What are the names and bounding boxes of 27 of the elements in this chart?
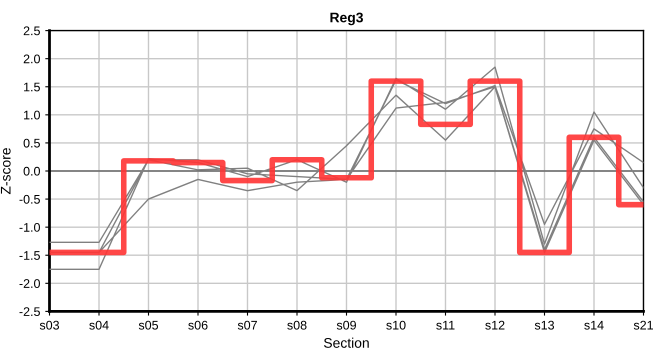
x-tick-label: s06 [188, 320, 208, 330]
y-tick-label: -1.5 [19, 251, 40, 260]
x-tick-label: s14 [584, 320, 604, 330]
y-tick-label: -2.0 [19, 279, 40, 288]
y-tick-label: -2.5 [19, 307, 40, 316]
y-tick-label: 0.0 [24, 166, 40, 176]
y-axis-title: Z-score [0, 148, 11, 194]
x-tick-label: s12 [485, 320, 504, 330]
y-tick-label: -0.5 [19, 194, 40, 204]
x-tick-label: s07 [238, 320, 257, 330]
x-tick-label: s09 [336, 320, 356, 330]
chart-title: Reg3 [330, 12, 363, 26]
y-tick-label: 2.0 [24, 54, 40, 64]
y-tick-label: 0.5 [24, 138, 40, 148]
x-tick-label: s03 [40, 320, 60, 330]
y-tick-label: 1.0 [24, 110, 40, 120]
y-tick-label: 2.5 [24, 26, 40, 36]
y-tick-label: -1.0 [19, 222, 40, 232]
x-tick-label: s21 [634, 320, 653, 330]
x-tick-label: s10 [386, 320, 406, 330]
x-axis-title: Section [324, 338, 369, 348]
x-tick-label: s04 [89, 320, 109, 330]
x-tick-label: s13 [534, 320, 554, 330]
x-tick-label: s08 [287, 320, 307, 330]
x-tick-label: s05 [138, 320, 158, 330]
x-tick-label: s11 [436, 320, 455, 330]
y-tick-label: 1.5 [24, 82, 40, 92]
